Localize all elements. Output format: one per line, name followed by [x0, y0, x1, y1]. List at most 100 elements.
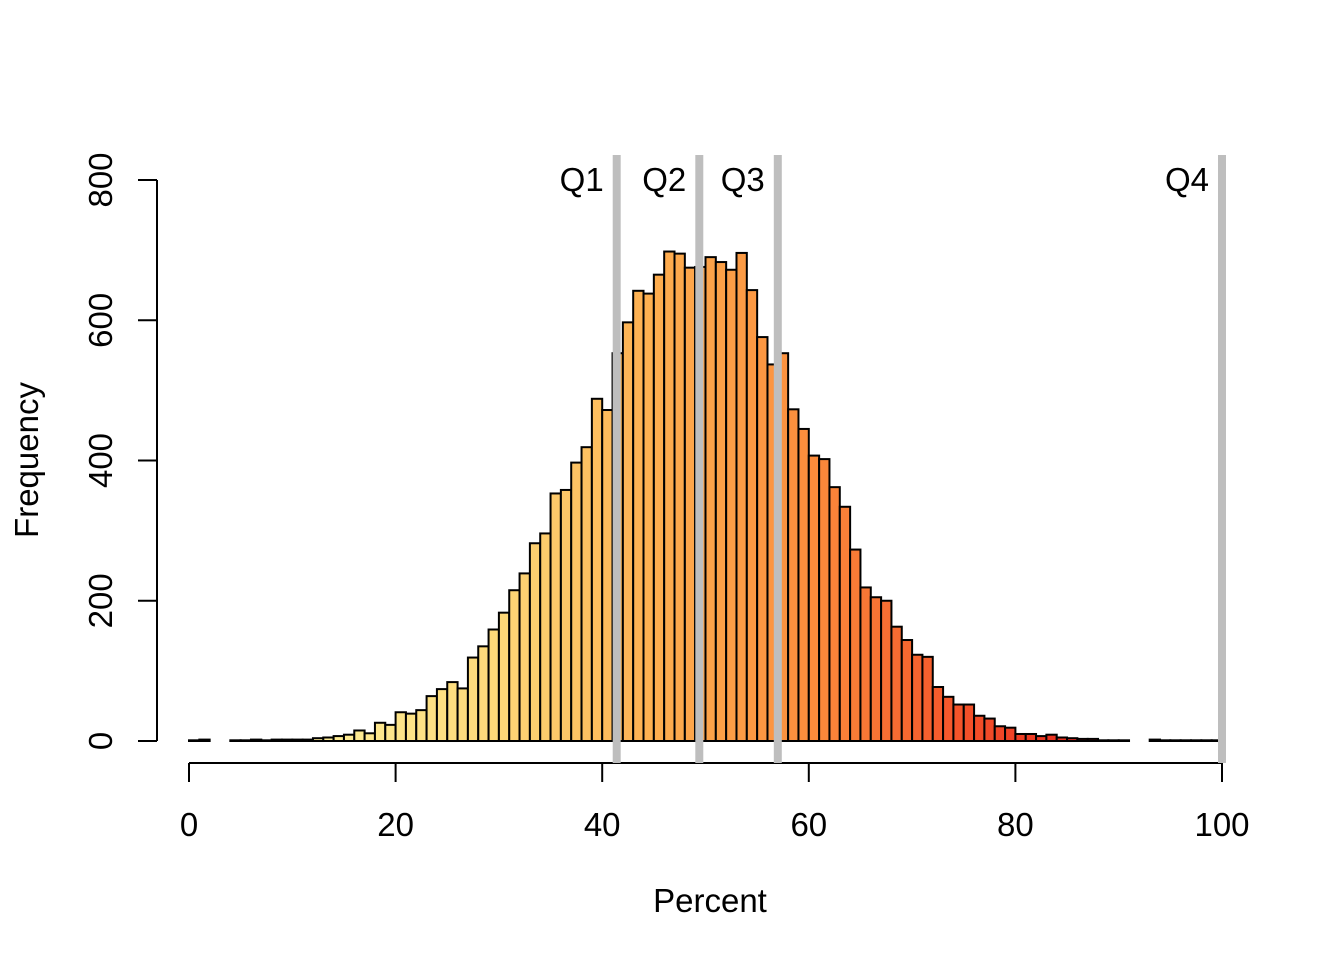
histogram-bar [756, 336, 769, 742]
histogram-bar [869, 596, 883, 742]
histogram-bar [477, 645, 490, 743]
histogram-bar [828, 486, 841, 742]
histogram-bar [1148, 738, 1162, 742]
x-tick-label: 0 [180, 806, 198, 843]
histogram-bar [1179, 739, 1193, 742]
histogram-bar [601, 409, 614, 742]
histogram-bar [942, 695, 955, 743]
x-axis-title: Percent [653, 882, 767, 919]
histogram-bar [528, 542, 542, 742]
histogram-bar [539, 532, 552, 742]
histogram-bar [487, 628, 500, 742]
histogram-bar [725, 268, 738, 742]
histogram-bar [880, 599, 893, 742]
x-tick-label: 20 [377, 806, 414, 843]
bars-group [188, 250, 1224, 743]
quartile-line [773, 155, 782, 763]
histogram-bar [642, 292, 655, 742]
histogram-bar [704, 256, 717, 742]
histogram-bar [280, 738, 294, 742]
histogram-bar [1190, 739, 1203, 742]
histogram-bar [683, 266, 697, 742]
histogram-bar [652, 273, 666, 742]
y-axis-title: Frequency [8, 382, 45, 538]
histogram-bar [973, 714, 986, 742]
histogram-bar [435, 688, 449, 742]
histogram-bar [301, 738, 314, 742]
histogram-bar [1055, 736, 1069, 742]
histogram-bar [1086, 737, 1100, 743]
histogram-bar [384, 723, 397, 742]
histogram-bar [787, 408, 800, 742]
histogram-bar [322, 736, 335, 742]
histogram-bar [993, 725, 1007, 743]
y-tick-label: 400 [82, 433, 119, 488]
histogram-bar [363, 732, 376, 742]
histogram-bar [1107, 739, 1120, 742]
histogram-bar [311, 737, 325, 743]
histogram-bar [291, 738, 304, 742]
histogram-bar [673, 252, 686, 742]
histogram-bar [859, 586, 872, 742]
histogram-bar [466, 656, 480, 742]
quartile-label: Q3 [721, 161, 765, 198]
x-tick-label: 80 [997, 806, 1034, 843]
histogram-bar [818, 458, 831, 742]
histogram-bar [270, 738, 283, 742]
histogram-bar [239, 739, 252, 742]
histogram-bar [549, 492, 562, 742]
axes-group: 0 200 400 600 800 0 20 40 60 80 100 [82, 152, 1250, 843]
histogram-bar [983, 717, 996, 742]
histogram-bar [497, 611, 511, 742]
histogram-bar [1200, 739, 1213, 742]
histogram-bar [849, 548, 862, 742]
histogram-bar [1169, 739, 1182, 742]
y-tick-label: 600 [82, 293, 119, 348]
quartile-line [612, 155, 621, 763]
histogram-bar [404, 712, 418, 743]
histogram-bar [921, 655, 934, 742]
histogram-bar [911, 653, 924, 742]
histogram-bar [632, 289, 645, 742]
histogram-bar [570, 461, 583, 742]
histogram-bar [797, 427, 810, 742]
histogram-bar [621, 321, 635, 742]
x-tick-label: 40 [584, 806, 621, 843]
histogram-bar [518, 572, 531, 743]
histogram-bar [373, 721, 387, 743]
quartile-line [1218, 155, 1226, 763]
histogram-bar [590, 397, 604, 742]
histogram-bar [198, 738, 211, 742]
histogram-bar [249, 738, 263, 742]
histogram-bar [838, 505, 852, 742]
histogram-bar [663, 250, 676, 742]
histogram-bar [394, 711, 407, 742]
histogram-bar [1045, 733, 1058, 743]
histogram-bar [260, 739, 273, 742]
quartile-label: Q2 [642, 161, 686, 198]
histogram-bar [735, 251, 748, 742]
histogram-bar [1014, 732, 1027, 742]
histogram-bar [1004, 726, 1017, 742]
quartile-lines-group: Q1 Q2 Q3 Q4 [560, 155, 1226, 763]
histogram-bar [446, 681, 459, 743]
histogram-bar [1117, 739, 1131, 742]
quartile-label: Q1 [560, 161, 604, 198]
histogram-bar [931, 686, 945, 742]
histogram-bar [1076, 737, 1089, 743]
histogram-bar [456, 687, 469, 742]
histogram-bar [229, 739, 242, 742]
histogram-bar [745, 289, 759, 742]
y-tick-label: 800 [82, 152, 119, 207]
histogram-bar [559, 488, 573, 743]
histogram-bar [353, 729, 366, 742]
histogram-bar [508, 589, 521, 742]
histogram-bar [188, 739, 201, 742]
y-tick-label: 0 [82, 732, 119, 750]
histogram-bar [714, 261, 728, 742]
x-tick-label: 60 [790, 806, 827, 843]
quartile-line [695, 155, 704, 763]
histogram-bar [332, 735, 345, 743]
